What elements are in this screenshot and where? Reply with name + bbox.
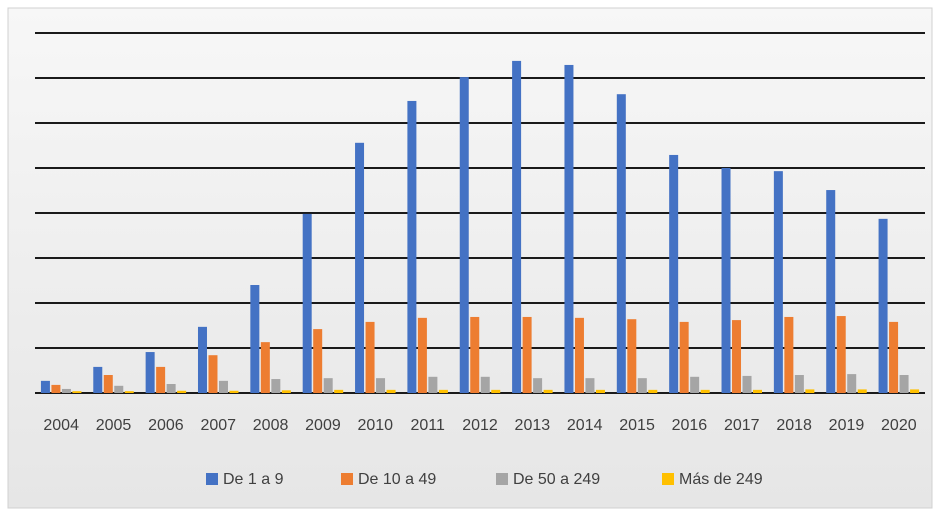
bar [574, 317, 584, 393]
legend-label: Más de 249 [679, 471, 763, 488]
x-tick-label: 2012 [462, 417, 498, 434]
legend-swatch [496, 473, 508, 485]
bar [197, 326, 207, 393]
bar [742, 375, 752, 393]
bar [218, 380, 228, 393]
bar [910, 389, 920, 393]
bar [61, 388, 71, 393]
x-tick-label: 2008 [253, 417, 289, 434]
bar [313, 329, 323, 393]
bar [847, 374, 857, 393]
x-tick-label: 2005 [96, 417, 132, 434]
legend-swatch [206, 473, 218, 485]
bar [773, 171, 783, 393]
bar [459, 77, 469, 393]
bar [438, 389, 448, 393]
x-tick-label: 2009 [305, 417, 341, 434]
bar [491, 389, 501, 393]
bar [533, 378, 543, 393]
x-tick-label: 2020 [881, 417, 917, 434]
bar [208, 355, 218, 393]
x-tick-label: 2013 [515, 417, 551, 434]
x-tick-label: 2018 [776, 417, 812, 434]
bar [805, 389, 815, 393]
bar [323, 378, 333, 393]
bar [899, 375, 909, 393]
bar [260, 342, 270, 393]
bar [889, 321, 899, 393]
bar [355, 142, 365, 393]
bar [857, 389, 867, 393]
bar [669, 154, 679, 393]
bar [732, 320, 742, 393]
bar [72, 391, 82, 393]
bar [51, 384, 61, 393]
bar [334, 389, 344, 393]
legend-label: De 1 a 9 [223, 471, 284, 488]
bar [177, 390, 187, 393]
bar [365, 321, 375, 393]
bar [407, 100, 417, 393]
bar [156, 366, 166, 393]
bar [637, 378, 647, 393]
bar [826, 190, 836, 393]
bar [753, 389, 763, 393]
x-tick-label: 2006 [148, 417, 184, 434]
bar [679, 321, 689, 393]
bar [271, 379, 281, 393]
bar [616, 94, 626, 393]
legend-swatch [662, 473, 674, 485]
bar [103, 375, 113, 393]
x-tick-label: 2016 [672, 417, 708, 434]
bar [376, 378, 386, 393]
bar [564, 64, 574, 393]
bar [124, 391, 134, 393]
bar [512, 60, 522, 394]
bar [784, 316, 794, 393]
x-tick-label: 2004 [43, 417, 79, 434]
x-tick-label: 2007 [200, 417, 236, 434]
bar [700, 389, 710, 393]
bar [627, 319, 637, 393]
x-tick-label: 2011 [410, 417, 445, 434]
bar [470, 316, 480, 393]
bar [480, 376, 490, 393]
bar [114, 385, 124, 393]
x-tick-label: 2017 [724, 417, 760, 434]
legend-label: De 50 a 249 [513, 471, 600, 488]
legend-label: De 10 a 49 [358, 471, 436, 488]
x-tick-label: 2019 [829, 417, 865, 434]
bar [40, 380, 50, 393]
bar [648, 389, 658, 393]
bar [250, 285, 260, 393]
bar [522, 316, 532, 393]
bar [878, 218, 888, 393]
bar [386, 389, 396, 393]
bar [721, 168, 731, 393]
bar [836, 316, 846, 393]
bar [281, 390, 291, 393]
bar [166, 384, 176, 393]
bar [543, 389, 553, 393]
bar [229, 390, 239, 393]
x-tick-label: 2014 [567, 417, 603, 434]
x-tick-label: 2015 [619, 417, 655, 434]
bar [302, 213, 312, 393]
bar [794, 375, 804, 393]
bar [93, 366, 103, 393]
legend-swatch [341, 473, 353, 485]
bar [595, 389, 605, 393]
bar [428, 376, 438, 393]
x-tick-label: 2010 [357, 417, 393, 434]
bar [585, 378, 595, 393]
bar [145, 352, 155, 393]
bar [417, 317, 427, 393]
bar [690, 376, 700, 393]
